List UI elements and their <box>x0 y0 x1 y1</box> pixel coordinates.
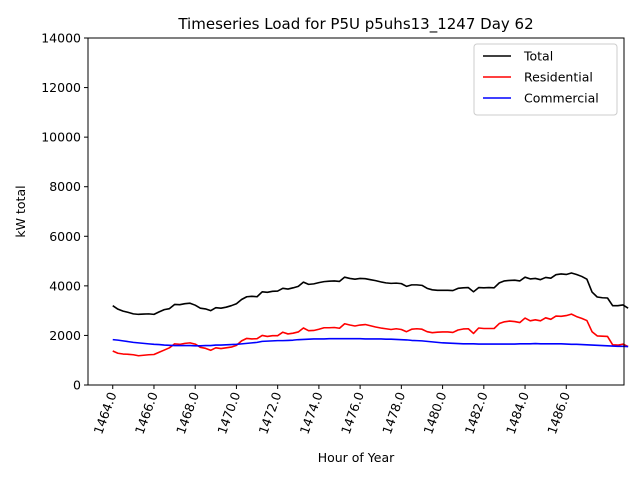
y-tick-label: 14000 <box>41 31 81 46</box>
chart-title: Timeseries Load for P5U p5uhs13_1247 Day… <box>177 15 533 34</box>
y-tick-label: 6000 <box>49 229 81 244</box>
legend-label-commercial: Commercial <box>524 91 599 106</box>
series-line-total <box>112 272 629 316</box>
y-tick-label: 8000 <box>49 179 81 194</box>
y-tick-label: 0 <box>73 378 81 393</box>
y-tick-label: 2000 <box>49 328 81 343</box>
y-axis-title: kW total <box>13 185 28 237</box>
series-layer <box>112 272 629 357</box>
x-axis-title: Hour of Year <box>318 450 395 465</box>
y-tick-label: 12000 <box>41 80 81 95</box>
legend-label-total: Total <box>523 49 553 64</box>
legend: Total Residential Commercial <box>473 43 618 116</box>
axes-frame <box>87 37 625 386</box>
series-line-commercial <box>112 337 629 348</box>
legend-label-residential: Residential <box>524 70 593 85</box>
y-tick-label: 10000 <box>41 130 81 145</box>
y-tick-label: 4000 <box>49 278 81 293</box>
